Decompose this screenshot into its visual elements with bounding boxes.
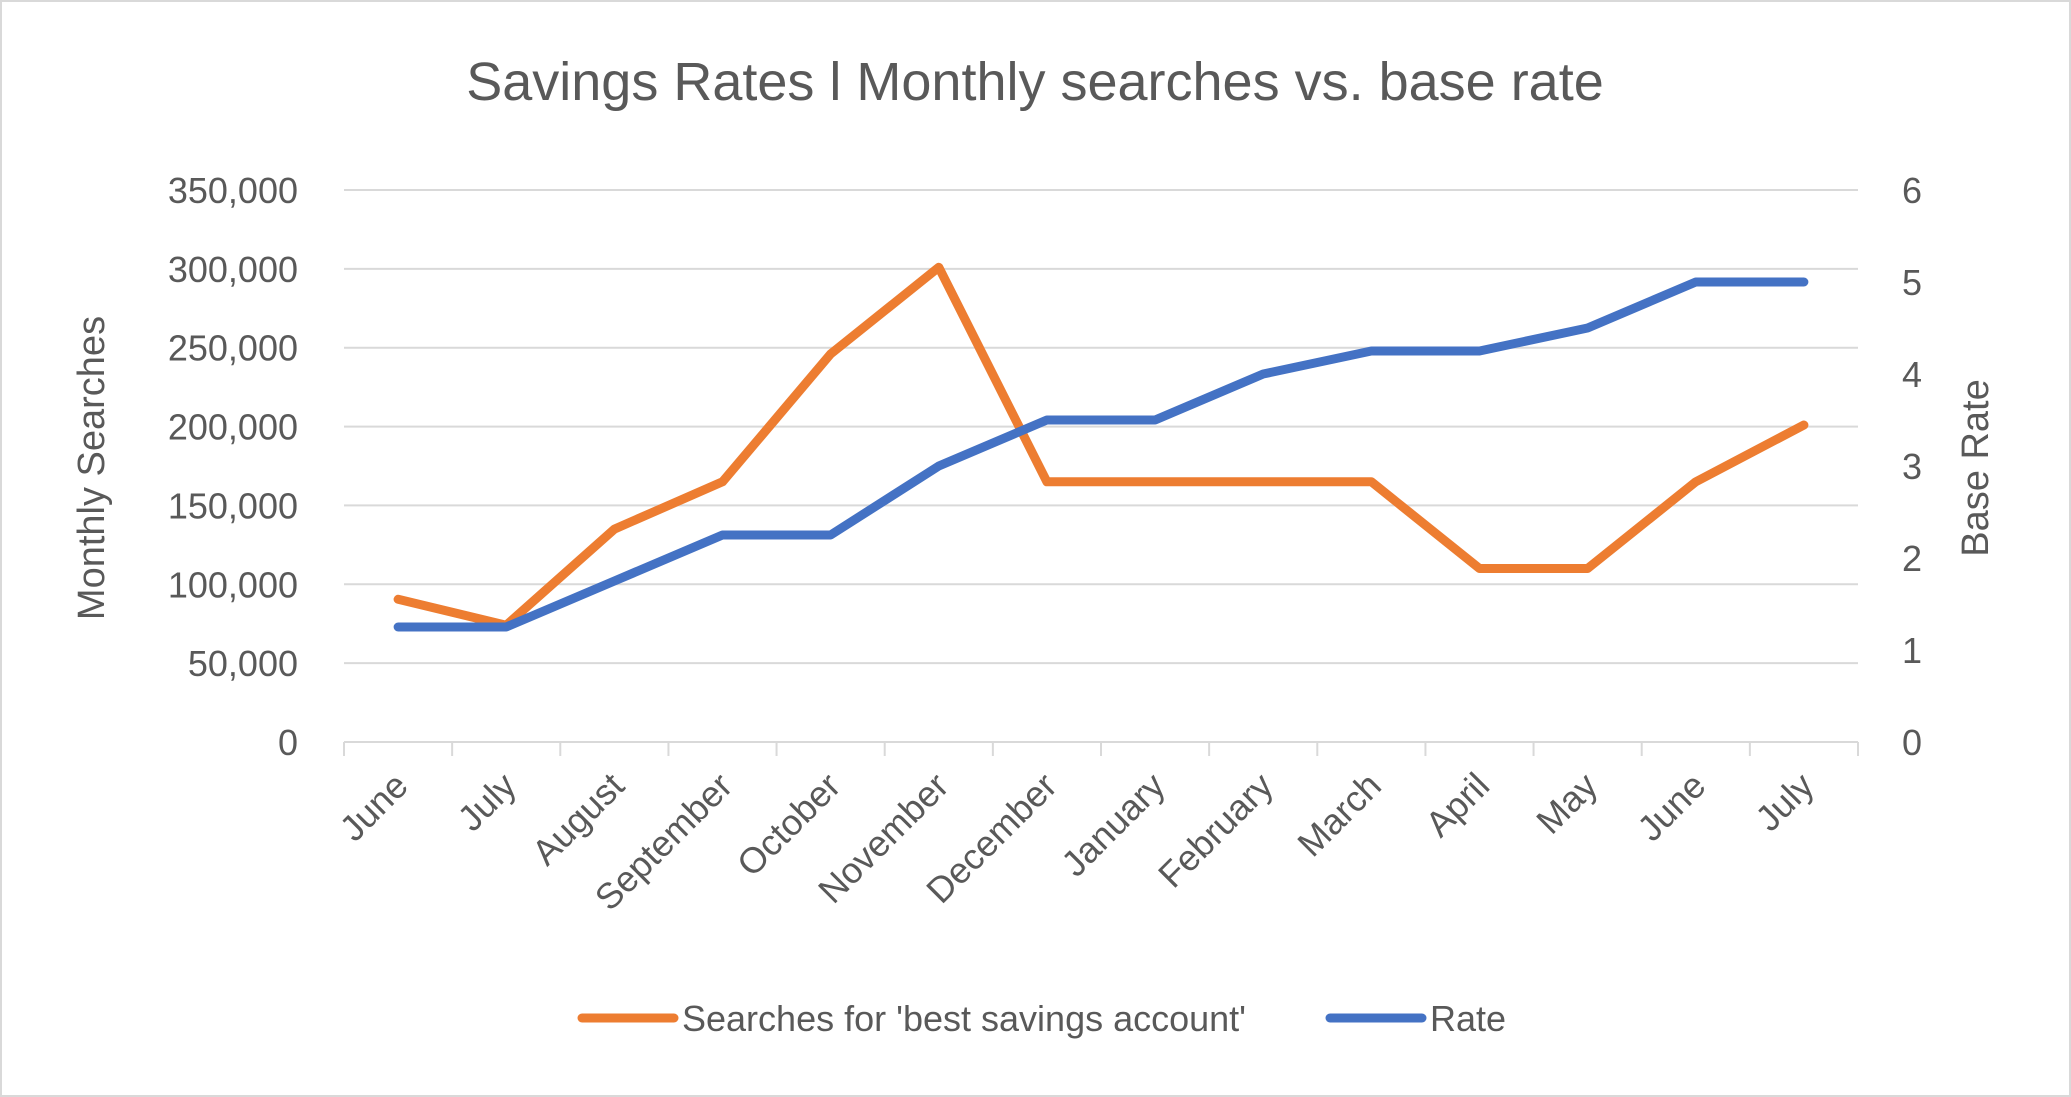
legend-label: Rate [1430,998,1506,1039]
legend: Searches for 'best savings account' Rate [577,998,1506,1039]
y-tick-label: 150,000 [168,485,298,526]
y2-tick-label: 2 [1902,538,1922,579]
y2-tick-label: 1 [1902,630,1922,671]
y2-tick-label: 5 [1902,262,1922,303]
y-tick-label: 0 [278,722,298,763]
y-tick-label: 50,000 [188,643,298,684]
y-tick-label: 300,000 [168,249,298,290]
y2-tick-label: 6 [1902,170,1922,211]
y2-tick-label: 3 [1902,446,1922,487]
y-tick-label: 250,000 [168,328,298,369]
series-line-rate [393,277,1809,632]
y-tick-label: 200,000 [168,407,298,448]
series-line-searches [393,262,1809,630]
y-axis-title: Monthly Searches [71,316,113,620]
series-lines [393,262,1809,632]
y-tick-label: 350,000 [168,170,298,211]
legend-label: Searches for 'best savings account' [682,998,1246,1039]
y-tick-label: 100,000 [168,564,298,605]
y2-tick-label: 4 [1902,354,1922,395]
y2-axis-title: Base Rate [1955,379,1997,556]
y2-tick-label: 0 [1902,722,1922,763]
chart-title: Savings Rates l Monthly searches vs. bas… [466,52,1604,112]
